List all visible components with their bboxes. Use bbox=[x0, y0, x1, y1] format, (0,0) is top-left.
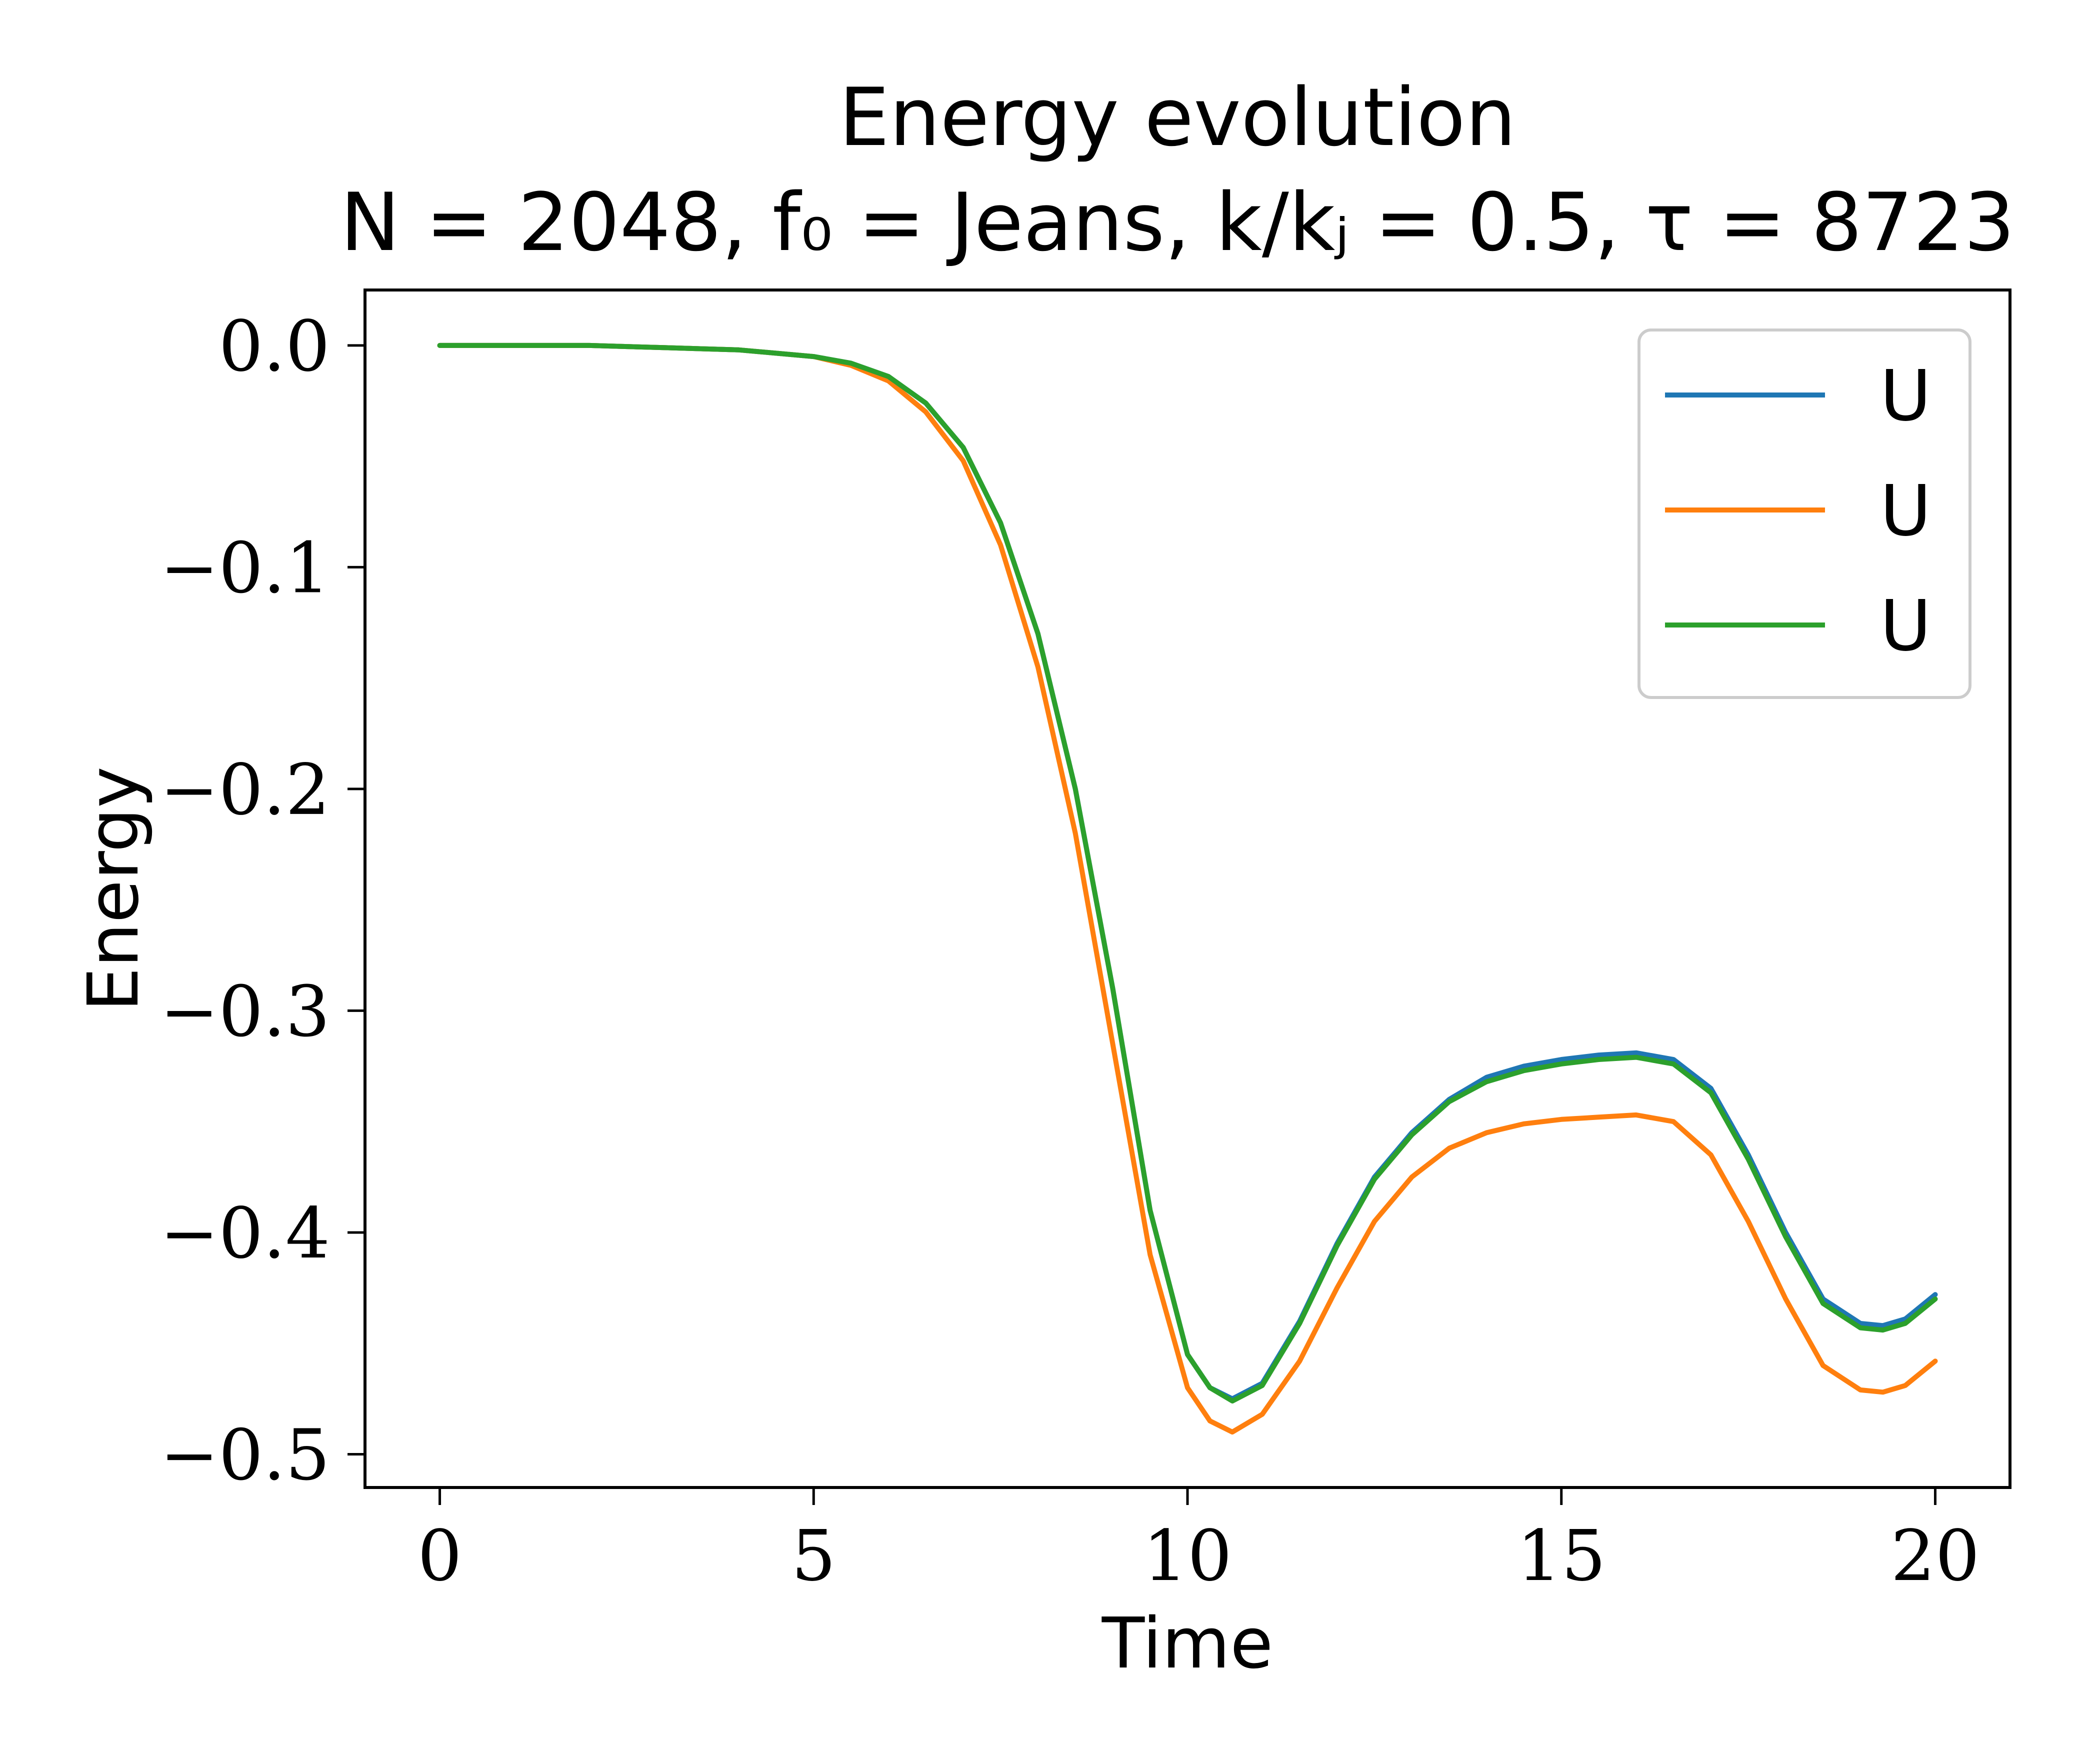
y-tick-label-4: −0.4 bbox=[160, 1193, 330, 1274]
y-axis-ticks: 0.0 −0.1 −0.2 −0.3 −0.4 −0.5 bbox=[160, 306, 365, 1496]
y-tick-label-0: 0.0 bbox=[218, 306, 330, 388]
y-tick-label-1: −0.1 bbox=[160, 528, 330, 609]
x-tick-label-1: 5 bbox=[792, 1516, 836, 1597]
plot-lines bbox=[437, 342, 1938, 1435]
x-tick-label-2: 10 bbox=[1143, 1516, 1232, 1597]
x-tick-label-3: 15 bbox=[1517, 1516, 1606, 1597]
x-axis-label: Time bbox=[1102, 1603, 1274, 1684]
y-tick-label-3: −0.3 bbox=[160, 971, 330, 1052]
chart-title: Energy evolution bbox=[839, 70, 1516, 164]
legend-frame bbox=[1638, 328, 1972, 699]
x-axis-ticks: 0 5 10 15 20 bbox=[418, 1488, 1980, 1597]
x-tick-label-4: 20 bbox=[1890, 1516, 1980, 1597]
legend: UUU bbox=[1638, 328, 1972, 699]
x-tick-label-0: 0 bbox=[418, 1516, 462, 1597]
legend-label-1: U bbox=[1880, 470, 1931, 552]
legend-label-2: U bbox=[1880, 586, 1931, 667]
chart-subtitle: N = 2048, f₀ = Jeans, k/kⱼ = 0.5, τ = 87… bbox=[340, 176, 2014, 269]
legend-label-0: U bbox=[1880, 356, 1931, 437]
y-tick-label-5: −0.5 bbox=[160, 1414, 330, 1496]
series-line-2 bbox=[437, 342, 1938, 1404]
y-axis-label: Energy bbox=[73, 766, 154, 1012]
y-tick-label-2: −0.2 bbox=[160, 750, 330, 831]
